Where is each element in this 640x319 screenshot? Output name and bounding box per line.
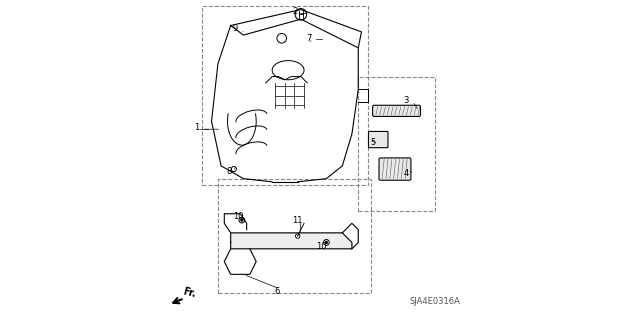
Text: 9: 9	[233, 24, 238, 33]
Text: 6: 6	[275, 287, 280, 296]
Text: 3: 3	[403, 96, 409, 105]
Text: Fr.: Fr.	[181, 286, 196, 299]
Bar	[218, 179, 371, 293]
Bar	[358, 77, 435, 211]
Circle shape	[241, 219, 243, 221]
FancyBboxPatch shape	[372, 105, 420, 116]
FancyBboxPatch shape	[379, 158, 411, 180]
Text: 10: 10	[316, 242, 327, 251]
Text: SJA4E0316A: SJA4E0316A	[410, 297, 460, 306]
Text: 11: 11	[292, 216, 302, 225]
Text: 4: 4	[403, 169, 409, 178]
Circle shape	[325, 241, 328, 244]
Text: 10: 10	[234, 212, 244, 221]
Bar	[202, 6, 368, 185]
Text: 5: 5	[370, 138, 375, 147]
Text: 8: 8	[227, 167, 232, 176]
Polygon shape	[230, 233, 352, 249]
FancyBboxPatch shape	[369, 131, 388, 148]
Text: 7: 7	[306, 34, 312, 43]
Text: 1: 1	[195, 123, 200, 132]
Text: 2: 2	[292, 7, 298, 16]
